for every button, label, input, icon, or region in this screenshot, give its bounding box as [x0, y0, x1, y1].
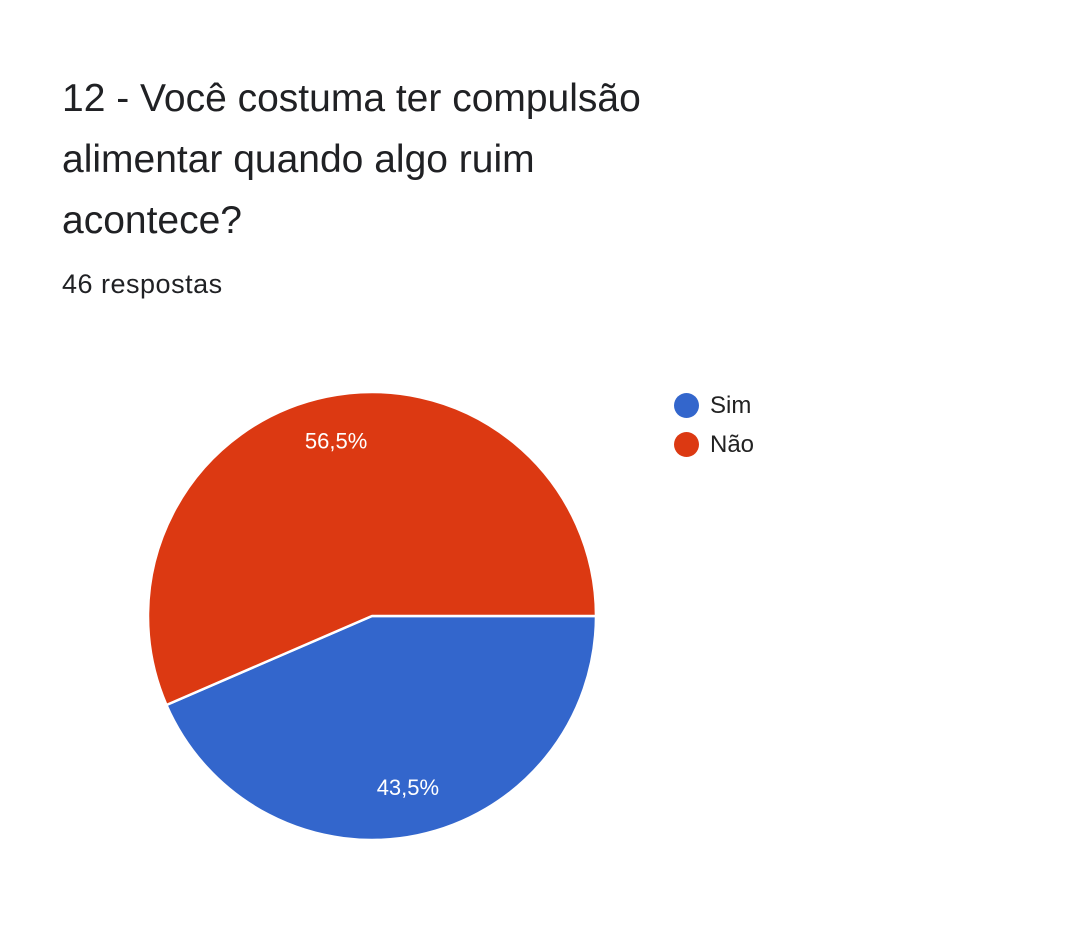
pie-slice-nao[interactable] — [146, 390, 598, 707]
legend-item-nao[interactable]: Não — [674, 425, 754, 464]
response-count: 46 respostas — [62, 269, 223, 299]
legend-swatch-nao — [674, 432, 699, 457]
pie-label-sim: 43,5% — [377, 775, 439, 800]
legend-label-nao: Não — [710, 430, 755, 458]
chart-title-line-3: acontece? — [62, 199, 242, 242]
chart-legend: Sim Não — [674, 386, 754, 464]
chart-title: 12 - Você costuma ter compulsão alimenta… — [62, 68, 742, 251]
legend-item-sim[interactable]: Sim — [674, 386, 754, 425]
legend-swatch-sim — [674, 393, 699, 418]
chart-title-line-2: alimentar quando algo ruim — [62, 138, 535, 181]
legend-label-sim: Sim — [710, 391, 752, 419]
pie-slice-sim[interactable] — [165, 614, 598, 842]
chart-title-line-1: 12 - Você costuma ter compulsão — [62, 77, 641, 120]
pie-label-nao: 56,5% — [305, 429, 367, 454]
